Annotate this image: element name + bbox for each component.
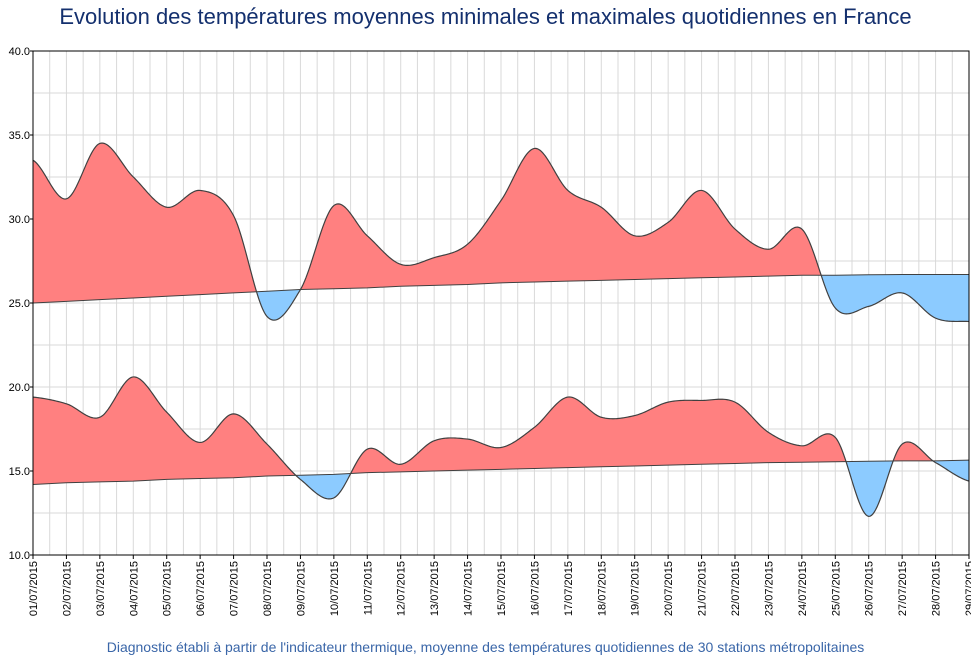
min-observed-line (32, 376, 970, 517)
x-tick-label: 05/07/2015 (162, 561, 174, 616)
x-tick-label: 10/07/2015 (329, 561, 341, 616)
x-tick-label: 15/07/2015 (496, 561, 508, 616)
max-below-normal-area (821, 274, 969, 322)
x-tick-label: 03/07/2015 (95, 561, 107, 616)
x-tick-label: 23/07/2015 (763, 561, 775, 616)
min-above-normal-area (350, 396, 847, 474)
min-below-normal-area (846, 461, 894, 517)
min-above-normal-area (33, 376, 296, 485)
x-tick-label: 27/07/2015 (897, 561, 909, 616)
max-observed-line (32, 142, 970, 323)
max-above-normal-area (300, 148, 822, 290)
x-tick-label: 17/07/2015 (563, 561, 575, 616)
x-tick-label: 25/07/2015 (830, 561, 842, 616)
x-tick-label: 21/07/2015 (697, 561, 709, 616)
x-tick-label: 09/07/2015 (295, 561, 307, 616)
min-normal-line (32, 459, 970, 485)
y-tick-label: 10.0 (9, 550, 30, 562)
x-tick-label: 06/07/2015 (195, 561, 207, 616)
max-above-normal-area (33, 143, 257, 303)
max-normal-line (32, 273, 969, 304)
y-tick-label: 35.0 (9, 130, 30, 142)
x-tick-label: 02/07/2015 (61, 561, 73, 616)
x-tick-label: 14/07/2015 (463, 561, 475, 616)
chart-footer: Diagnostic établi à partir de l'indicate… (106, 639, 865, 655)
y-tick-label: 40.0 (9, 46, 30, 58)
x-tick-label: 29/07/2015 (964, 561, 971, 616)
x-tick-label: 18/07/2015 (596, 561, 608, 616)
x-tick-label: 24/07/2015 (797, 561, 809, 616)
x-tick-label: 11/07/2015 (362, 561, 374, 615)
y-tick-label: 15.0 (9, 466, 30, 478)
min-below-normal-area (933, 460, 969, 482)
y-tick-label: 30.0 (9, 214, 30, 226)
min-below-normal-area (295, 473, 351, 499)
x-tick-label: 04/07/2015 (128, 561, 140, 616)
x-tick-label: 22/07/2015 (730, 561, 742, 616)
x-tick-label: 01/07/2015 (28, 561, 40, 616)
max-below-normal-area (256, 289, 301, 321)
x-tick-label: 19/07/2015 (630, 561, 642, 616)
x-tick-label: 28/07/2015 (931, 561, 943, 616)
x-tick-label: 12/07/2015 (396, 561, 408, 616)
x-tick-label: 16/07/2015 (529, 561, 541, 616)
y-tick-label: 20.0 (9, 382, 30, 394)
x-tick-label: 20/07/2015 (663, 561, 675, 616)
min-above-normal-area (893, 441, 933, 462)
x-tick-label: 26/07/2015 (864, 561, 876, 616)
chart-title: Evolution des températures moyennes mini… (59, 4, 912, 29)
x-tick-label: 08/07/2015 (262, 561, 274, 616)
x-tick-label: 13/07/2015 (429, 561, 441, 616)
y-tick-label: 25.0 (9, 298, 30, 310)
x-tick-label: 07/07/2015 (229, 561, 241, 616)
